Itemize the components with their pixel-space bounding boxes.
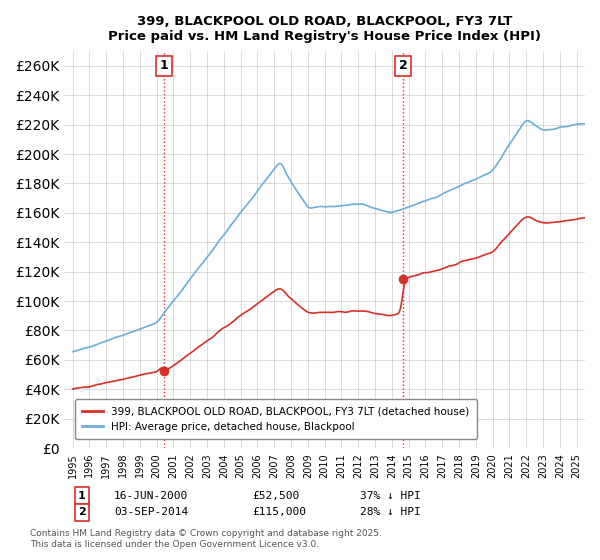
Text: 03-SEP-2014: 03-SEP-2014 bbox=[114, 507, 188, 517]
Title: 399, BLACKPOOL OLD ROAD, BLACKPOOL, FY3 7LT
Price paid vs. HM Land Registry's Ho: 399, BLACKPOOL OLD ROAD, BLACKPOOL, FY3 … bbox=[108, 15, 541, 43]
Text: Contains HM Land Registry data © Crown copyright and database right 2025.
This d: Contains HM Land Registry data © Crown c… bbox=[30, 529, 382, 549]
Text: £52,500: £52,500 bbox=[252, 491, 299, 501]
Text: 2: 2 bbox=[78, 507, 86, 517]
Text: 2: 2 bbox=[398, 59, 407, 72]
Legend: 399, BLACKPOOL OLD ROAD, BLACKPOOL, FY3 7LT (detached house), HPI: Average price: 399, BLACKPOOL OLD ROAD, BLACKPOOL, FY3 … bbox=[74, 399, 476, 439]
Text: 1: 1 bbox=[160, 59, 169, 72]
Text: 16-JUN-2000: 16-JUN-2000 bbox=[114, 491, 188, 501]
Text: 1: 1 bbox=[78, 491, 86, 501]
Text: 28% ↓ HPI: 28% ↓ HPI bbox=[360, 507, 421, 517]
Text: 37% ↓ HPI: 37% ↓ HPI bbox=[360, 491, 421, 501]
Text: £115,000: £115,000 bbox=[252, 507, 306, 517]
